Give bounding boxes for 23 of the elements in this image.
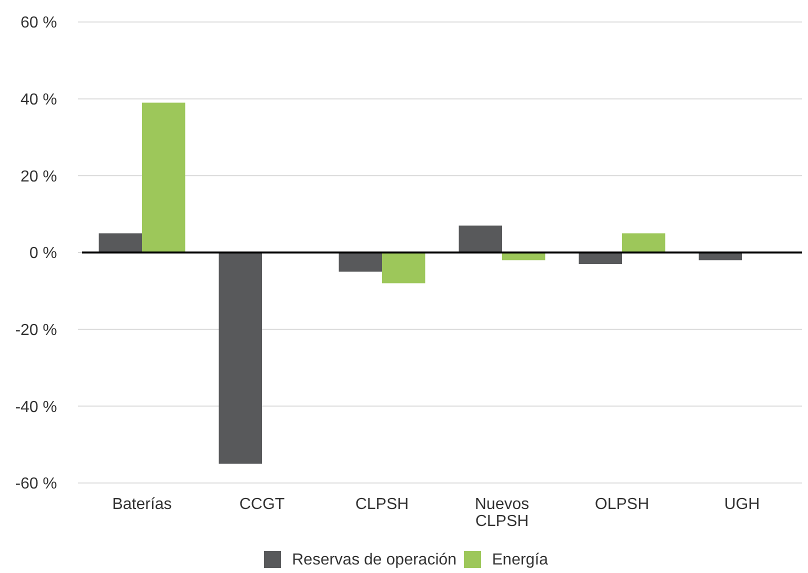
y-tick-label: 20 % bbox=[20, 168, 57, 186]
x-tick-label: UGH bbox=[724, 496, 760, 513]
bar bbox=[382, 252, 426, 284]
x-tick-label: Baterías bbox=[112, 496, 172, 513]
x-tick-label: OLPSH bbox=[594, 496, 650, 513]
y-tick-label: -60 % bbox=[15, 476, 57, 493]
bar bbox=[622, 233, 666, 252]
bar bbox=[338, 252, 382, 272]
legend-label: Energía bbox=[492, 552, 548, 569]
y-tick-label: 0 % bbox=[29, 245, 57, 262]
y-tick-label: -20 % bbox=[15, 322, 57, 339]
x-tick-label: CLPSH bbox=[355, 496, 409, 513]
x-tick-label: Nuevos CLPSH bbox=[474, 496, 530, 530]
x-tick-label: CCGT bbox=[239, 496, 285, 513]
bar bbox=[218, 252, 262, 464]
legend-label: Reservas de operación bbox=[292, 552, 457, 569]
bar bbox=[98, 233, 142, 252]
y-tick-label: 40 % bbox=[20, 91, 57, 108]
bar bbox=[458, 226, 502, 252]
bar bbox=[578, 252, 622, 264]
y-tick-label: -40 % bbox=[15, 398, 57, 416]
y-tick-label: 60 % bbox=[20, 14, 57, 32]
bar bbox=[142, 102, 186, 252]
